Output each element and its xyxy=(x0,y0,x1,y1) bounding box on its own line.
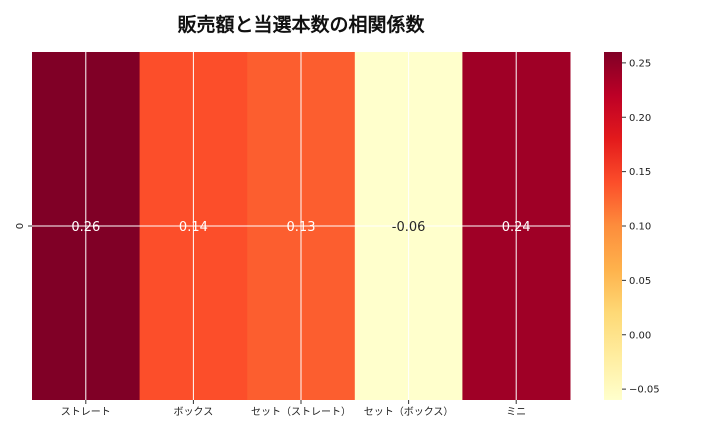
colorbar-tick-label: 0.20 xyxy=(629,113,651,124)
grid-lines xyxy=(32,52,570,400)
colorbar xyxy=(604,52,622,400)
colorbar-tick-label: 0.15 xyxy=(629,167,651,178)
x-tick-label: ボックス xyxy=(174,406,214,418)
cell-value-label: 0.14 xyxy=(179,220,208,235)
chart-title: 販売額と当選本数の相関係数 xyxy=(177,13,425,36)
x-tick-label: セット（ボックス） xyxy=(364,406,454,418)
colorbar-gradient xyxy=(604,52,622,400)
cell-value-label: -0.06 xyxy=(392,220,426,235)
cell-value-label: 0.24 xyxy=(502,220,531,235)
x-tick-label: ミニ xyxy=(506,407,526,418)
colorbar-tick-label: 0.05 xyxy=(629,276,651,287)
cell-value-label: 0.13 xyxy=(287,220,316,235)
x-axis-ticks: ストレート ボックス セット（ストレート） セット（ボックス） ミニ xyxy=(61,400,526,418)
colorbar-ticks: 0.25 0.20 0.15 0.10 0.05 0.00 −0.05 xyxy=(622,58,660,396)
cell-value-label: 0.26 xyxy=(71,220,100,235)
colorbar-tick-label: 0.25 xyxy=(629,58,651,69)
y-tick-label: 0 xyxy=(15,223,26,229)
x-tick-label: セット（ストレート） xyxy=(251,406,351,418)
y-axis-ticks: 0 xyxy=(15,223,32,229)
colorbar-tick-label: −0.05 xyxy=(629,385,660,396)
colorbar-tick-label: 0.00 xyxy=(629,330,651,341)
cell-value-labels: 0.26 0.14 0.13 -0.06 0.24 xyxy=(71,220,530,235)
colorbar-tick-label: 0.10 xyxy=(629,222,651,233)
x-tick-label: ストレート xyxy=(61,407,111,418)
